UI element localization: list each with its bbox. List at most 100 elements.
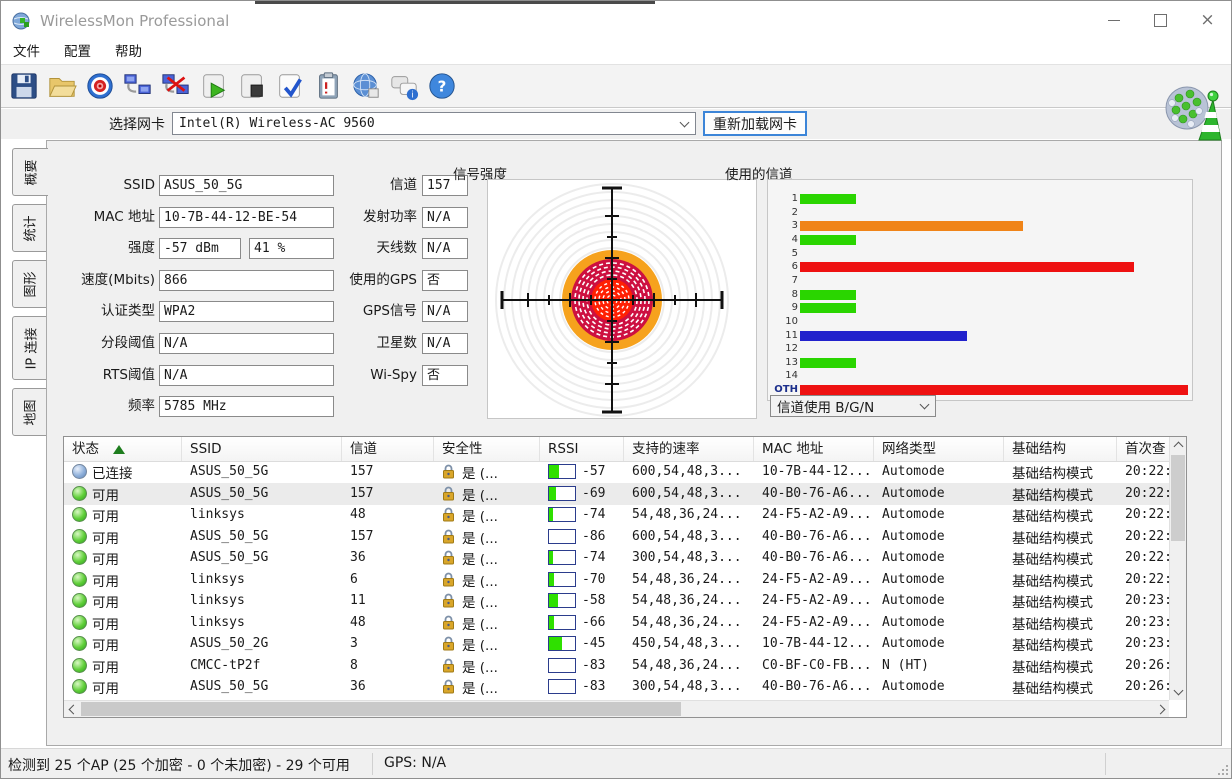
maximize-button[interactable] xyxy=(1137,4,1184,37)
rssi-cell: -83 xyxy=(540,658,624,674)
rssi-cell: -57 xyxy=(540,464,624,480)
column-header-4[interactable]: 安全性 xyxy=(434,437,540,461)
reload-adapter-button[interactable]: 重新加载网卡 xyxy=(703,111,807,136)
menu-item-1[interactable]: 配置 xyxy=(64,44,91,60)
column-header-9[interactable]: 基础结构 xyxy=(1004,437,1117,461)
web-button[interactable] xyxy=(347,68,385,104)
first-seen-cell: 20:26: xyxy=(1125,658,1170,674)
menu-item-2[interactable]: 帮助 xyxy=(115,44,142,60)
field-value[interactable]: ASUS_50_5G xyxy=(159,175,334,196)
horizontal-scrollbar[interactable] xyxy=(64,700,1169,717)
status-text: 可用 xyxy=(92,594,119,611)
field-value[interactable]: N/A xyxy=(422,301,468,322)
scroll-left-button[interactable] xyxy=(64,701,80,717)
field-value[interactable]: N/A xyxy=(422,333,468,354)
channel-label: 10 xyxy=(785,316,798,327)
column-header-3[interactable]: 信道 xyxy=(342,437,434,461)
column-header-10[interactable]: 首次查 xyxy=(1117,437,1170,461)
sidebar-tab-3[interactable]: 图形 xyxy=(12,260,47,308)
field-value[interactable]: N/A xyxy=(159,365,334,386)
table-row[interactable]: 已连接 ASUS_50_5G 157 是 (... -57 600,54,48,3... 1… xyxy=(64,461,1170,483)
table-row[interactable]: 可用 linksys 11 是 (... -58 54,48,36,24... 24-F5-… xyxy=(64,590,1170,612)
channel-bar-row: 7 xyxy=(768,275,1188,286)
table-row[interactable]: 可用 CMCC-tP2f 8 是 (... -83 54,48,36,24... C0-BF… xyxy=(64,655,1170,677)
status-available-icon xyxy=(72,572,87,588)
help-button[interactable]: ? xyxy=(423,68,461,104)
sidebar-tab-2[interactable]: 统计 xyxy=(12,204,47,252)
horizontal-scroll-thumb[interactable] xyxy=(81,702,681,716)
column-header-8[interactable]: 网络类型 xyxy=(874,437,1004,461)
column-header-2[interactable]: SSID xyxy=(182,437,342,461)
log-start-button[interactable] xyxy=(195,68,233,104)
target-button[interactable] xyxy=(81,68,119,104)
channel-cell: 157 xyxy=(350,529,374,545)
table-row[interactable]: 可用 ASUS_50_5G 157 是 (... -69 600,54,48,3... 40… xyxy=(64,483,1170,505)
column-header-6[interactable]: 支持的速率 xyxy=(624,437,754,461)
channel-label: 13 xyxy=(785,357,798,368)
connect-button[interactable] xyxy=(119,68,157,104)
report-button[interactable] xyxy=(309,68,347,104)
field-label: 使用的GPS xyxy=(349,272,417,288)
field-value[interactable]: N/A xyxy=(159,333,334,354)
column-header-7[interactable]: MAC 地址 xyxy=(754,437,874,461)
field-value[interactable]: 否 xyxy=(422,365,468,386)
security-cell: 是 (... xyxy=(434,656,540,676)
sidebar-tab-1[interactable]: 概要 xyxy=(12,148,48,196)
sidebar-tab-4[interactable]: IP 连接 xyxy=(12,316,47,380)
save-button[interactable] xyxy=(5,68,43,104)
network-type-cell: Automode xyxy=(882,679,945,695)
open-button[interactable] xyxy=(43,68,81,104)
column-header-label: 信道 xyxy=(350,440,377,457)
field-value[interactable]: 5785 MHz xyxy=(159,396,334,417)
column-header-1[interactable]: 状态 xyxy=(64,437,182,461)
rssi-gauge xyxy=(548,615,576,631)
rssi-value: -83 xyxy=(582,658,606,674)
rssi-gauge-fill xyxy=(549,508,553,522)
rssi-gauge xyxy=(548,679,576,695)
adapter-select[interactable]: Intel(R) Wireless-AC 9560 xyxy=(172,112,696,135)
vertical-scrollbar[interactable] xyxy=(1169,437,1186,700)
security-text: 是 (... xyxy=(462,594,498,611)
rssi-gauge-fill xyxy=(549,551,553,565)
channel-label: 12 xyxy=(785,343,798,354)
log-stop-button[interactable] xyxy=(233,68,271,104)
log-verify-icon xyxy=(279,74,302,98)
field-value[interactable]: 10-7B-44-12-BE-54 xyxy=(159,207,334,228)
disconnect-button[interactable] xyxy=(157,68,195,104)
minimize-button[interactable] xyxy=(1090,4,1137,37)
field-label: 分段阈值 xyxy=(101,335,155,351)
ssid-cell: ASUS_50_5G xyxy=(190,486,269,502)
scroll-right-button[interactable] xyxy=(1153,701,1169,717)
resize-grip[interactable] xyxy=(1216,763,1228,775)
column-header-5[interactable]: RSSI xyxy=(540,437,624,461)
table-row[interactable]: 可用 ASUS_50_2G 3 是 (... -45 450,54,48,3... 10-7… xyxy=(64,633,1170,655)
mac-cell: 10-7B-44-12... xyxy=(762,636,872,652)
field-value[interactable]: -57 dBm xyxy=(159,238,241,259)
channel-usage-select[interactable]: 信道使用 B/G/N xyxy=(770,395,936,417)
security-cell: 是 (... xyxy=(434,462,540,482)
field-value[interactable]: 157 xyxy=(422,175,468,196)
infrastructure-cell: 基础结构模式 xyxy=(1012,465,1093,482)
table-row[interactable]: 可用 linksys 48 是 (... -66 54,48,36,24... 24-F5-… xyxy=(64,612,1170,634)
field-label: 卫星数 xyxy=(376,335,418,351)
field-value[interactable]: N/A xyxy=(422,207,468,228)
vertical-scroll-thumb[interactable] xyxy=(1171,455,1185,541)
network-type-cell: Automode xyxy=(882,550,945,566)
field-value[interactable]: WPA2 xyxy=(159,301,334,322)
table-row[interactable]: 可用 linksys 6 是 (... -70 54,48,36,24... 24-F5-A… xyxy=(64,569,1170,591)
menu-item-0[interactable]: 文件 xyxy=(13,44,40,60)
table-row[interactable]: 可用 linksys 48 是 (... -74 54,48,36,24... 24-F5-… xyxy=(64,504,1170,526)
sidebar-tab-5[interactable]: 地图 xyxy=(12,388,47,436)
table-row[interactable]: 可用 ASUS_50_5G 157 是 (... -86 600,54,48,3... 40… xyxy=(64,526,1170,548)
table-row[interactable]: 可用 ASUS_50_5G 36 是 (... -83 300,54,48,3... 40-… xyxy=(64,676,1170,698)
chat-info-button[interactable]: i xyxy=(385,68,423,104)
field-value[interactable]: 41 % xyxy=(249,238,334,259)
scroll-up-button[interactable] xyxy=(1170,437,1186,453)
field-value[interactable]: 否 xyxy=(422,270,468,291)
field-value[interactable]: 866 xyxy=(159,270,334,291)
table-row[interactable]: 可用 ASUS_50_5G 36 是 (... -74 300,54,48,3... 40-… xyxy=(64,547,1170,569)
scroll-down-button[interactable] xyxy=(1170,684,1186,700)
log-verify-button[interactable] xyxy=(271,68,309,104)
field-value[interactable]: N/A xyxy=(422,238,468,259)
close-button[interactable]: × xyxy=(1184,4,1231,37)
